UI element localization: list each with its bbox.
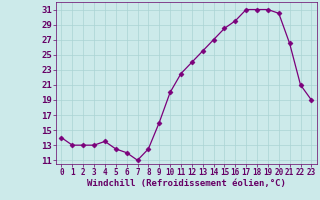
X-axis label: Windchill (Refroidissement éolien,°C): Windchill (Refroidissement éolien,°C) (87, 179, 286, 188)
